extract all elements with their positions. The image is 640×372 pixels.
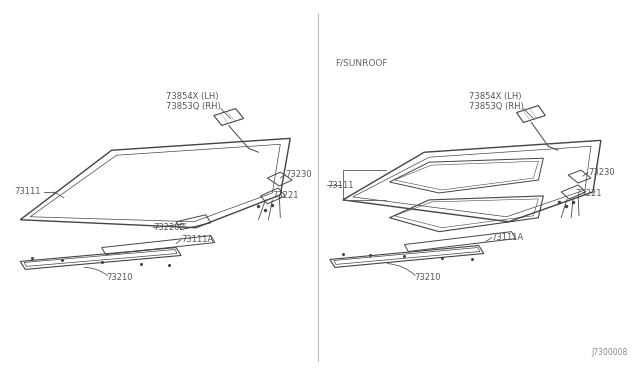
Text: 73230: 73230 [285,170,312,179]
Text: 73853Q (RH): 73853Q (RH) [166,102,221,111]
Text: 73853Q (RH): 73853Q (RH) [469,102,524,111]
Text: 73221: 73221 [273,192,299,201]
Text: 73854X (LH): 73854X (LH) [469,92,522,101]
Text: F/SUNROOF: F/SUNROOF [335,59,387,68]
Text: 73210: 73210 [414,273,441,282]
Text: 73111: 73111 [327,180,353,189]
Text: 73221: 73221 [575,189,602,198]
Text: 73230: 73230 [588,168,614,177]
Text: 73854X (LH): 73854X (LH) [166,92,219,101]
Text: 73111: 73111 [14,187,41,196]
Text: 73210: 73210 [107,273,133,282]
Text: J7300008: J7300008 [591,348,628,357]
Text: 73220P: 73220P [153,223,185,232]
Text: 73111A: 73111A [492,233,524,242]
Text: 73111A: 73111A [181,235,213,244]
